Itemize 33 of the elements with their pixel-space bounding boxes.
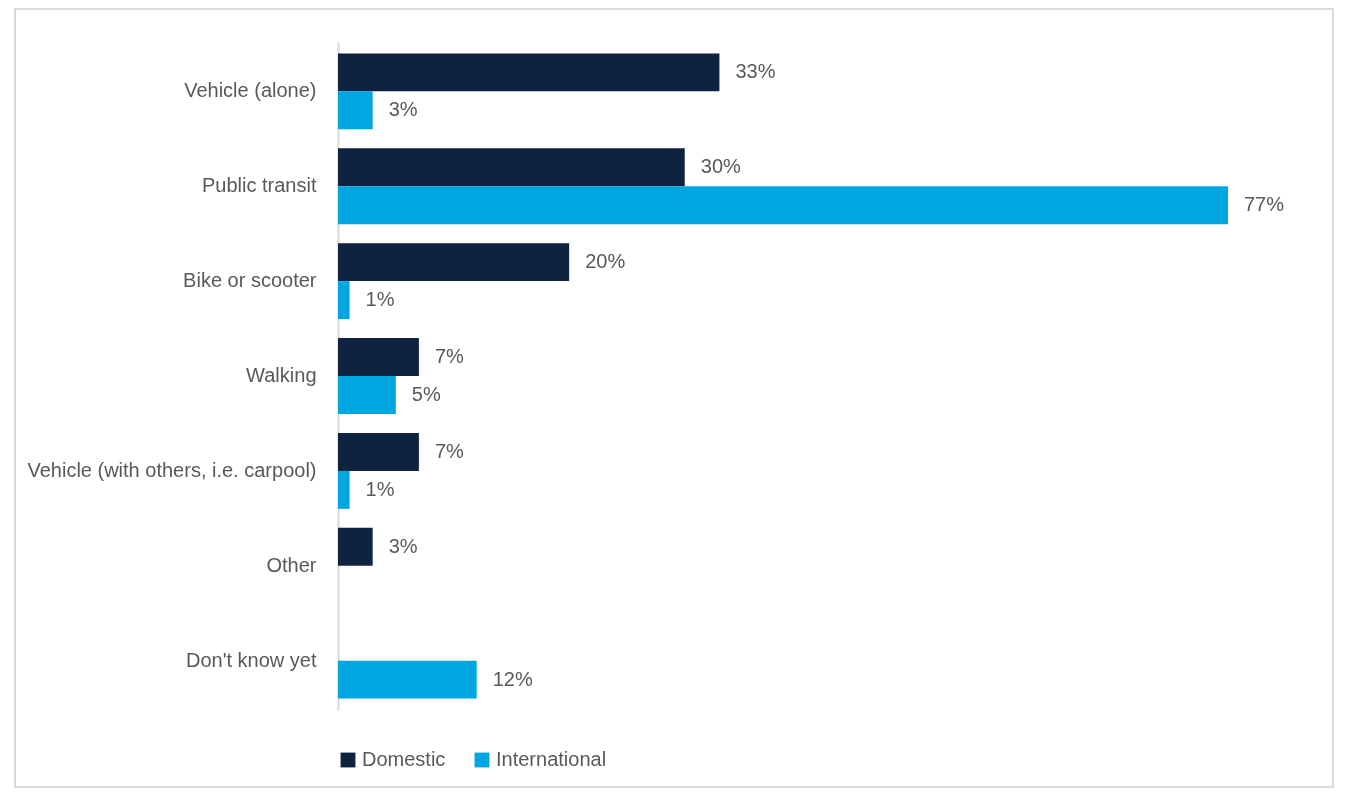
y-tick-label: Vehicle (with others, i.e. carpool) <box>27 458 317 481</box>
bar <box>338 243 570 282</box>
y-tick-label: Bike or scooter <box>183 269 317 292</box>
data-label: 77% <box>1244 193 1285 216</box>
data-label: 1% <box>365 288 395 311</box>
y-tick-label: Other <box>266 553 317 576</box>
data-label: 7% <box>434 345 465 368</box>
bar <box>338 527 373 566</box>
data-label: 1% <box>365 477 395 500</box>
legend-label: International <box>496 748 607 770</box>
data-label: 5% <box>411 382 441 405</box>
bar <box>338 186 1228 225</box>
data-label: 30% <box>700 155 741 178</box>
y-tick-label: Don't know yet <box>185 648 317 671</box>
legend-label: Domestic <box>362 748 446 770</box>
bar <box>338 91 373 130</box>
bar <box>338 660 477 699</box>
data-label: 33% <box>735 60 776 83</box>
bar <box>338 376 396 414</box>
data-label: 3% <box>388 534 418 557</box>
data-label: 20% <box>585 250 626 273</box>
y-tick-label: Vehicle (alone) <box>184 79 317 102</box>
y-tick-label: Public transit <box>202 174 317 197</box>
bar <box>338 53 720 92</box>
data-label: 12% <box>492 667 533 690</box>
bar <box>338 148 685 187</box>
bar <box>338 432 419 471</box>
data-label: 3% <box>388 98 418 121</box>
y-tick-label: Walking <box>246 364 317 386</box>
bar <box>338 470 350 509</box>
bar <box>338 281 350 320</box>
data-label: 7% <box>434 439 465 462</box>
bar <box>338 338 419 376</box>
